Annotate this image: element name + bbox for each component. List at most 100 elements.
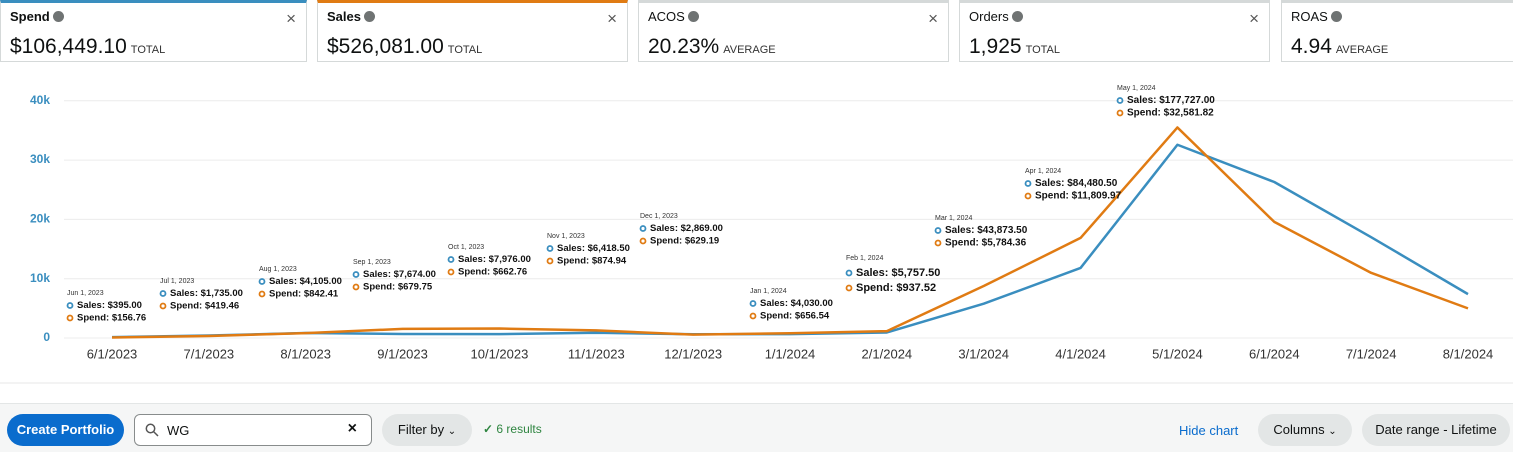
metric-name: Sales <box>327 9 361 24</box>
x-tick-label: 7/1/2024 <box>1346 346 1397 361</box>
metric-value: 20.23% <box>648 35 720 58</box>
metric-value: 1,925 <box>969 35 1022 58</box>
tooltip-value: Spend: $874.94 <box>557 256 627 267</box>
metric-card[interactable]: Orders × 1,925 TOTAL <box>959 0 1270 62</box>
x-tick-label: 2/1/2024 <box>862 346 913 361</box>
metric-name: ACOS <box>648 9 685 24</box>
tooltip-marker <box>934 239 942 247</box>
tooltip-value: Spend: $842.41 <box>269 289 339 300</box>
metric-card[interactable]: ACOS × 20.23% AVERAGE <box>638 0 949 62</box>
x-tick-label: 12/1/2023 <box>664 346 722 361</box>
tooltip-marker <box>66 314 74 322</box>
tooltip-date: Feb 1, 2024 <box>846 255 883 262</box>
results: ✓ 6 results <box>483 422 542 436</box>
y-tick-label: 30k <box>30 152 50 166</box>
tooltip-date: Oct 1, 2023 <box>448 244 484 251</box>
tooltip-date: Dec 1, 2023 <box>640 213 678 220</box>
metric-name: ROAS <box>1291 9 1328 24</box>
tooltip-value: Sales: $4,105.00 <box>269 276 342 287</box>
tooltip-marker <box>159 302 167 310</box>
close-icon[interactable]: × <box>286 9 296 28</box>
x-tick-label: 11/1/2023 <box>568 346 625 361</box>
y-tick-label: 40k <box>30 93 50 107</box>
search-icon <box>145 423 159 437</box>
metric-value: 4.94 <box>1291 35 1332 58</box>
tooltip-date: Apr 1, 2024 <box>1025 168 1061 175</box>
tooltip-value: Sales: $1,735.00 <box>170 288 243 299</box>
tooltip-marker <box>66 302 74 309</box>
tooltip-value: Spend: $11,809.97 <box>1035 191 1122 202</box>
info-icon[interactable] <box>363 11 375 22</box>
tooltip-date: Jan 1, 2024 <box>750 288 787 295</box>
x-tick-label: 8/1/2024 <box>1443 346 1494 361</box>
tooltip-value: Sales: $84,480.50 <box>1035 178 1118 189</box>
x-tick-label: 9/1/2023 <box>377 346 428 361</box>
chart: 0 10k 20k 30k 40k 6/1/2023 7/1/2023 8/1/2023 9/1… <box>0 85 1513 384</box>
x-tick-label: 3/1/2024 <box>958 346 1009 361</box>
tooltip-date: Nov 1, 2023 <box>547 233 585 240</box>
columns-label: Columns <box>1273 422 1325 437</box>
tooltip-value: Sales: $2,869.00 <box>650 223 723 234</box>
close-icon[interactable]: × <box>928 9 938 28</box>
tooltip-value: Spend: $679.75 <box>363 282 433 293</box>
clear-icon[interactable]: × <box>347 420 357 437</box>
y-tick-label: 20k <box>30 212 50 226</box>
x-tick-label: 7/1/2023 <box>184 346 235 361</box>
tooltip-marker <box>1116 97 1124 104</box>
close-icon[interactable]: × <box>607 9 617 28</box>
tooltip-value: Spend: $629.19 <box>650 236 719 247</box>
metric-card[interactable]: ROAS 4.94 AVERAGE <box>1281 0 1513 62</box>
tooltip-marker <box>447 268 455 276</box>
tooltip-marker <box>352 271 360 278</box>
tooltip-marker <box>258 278 266 285</box>
tooltip-marker <box>1116 109 1124 117</box>
tooltip-date: Sep 1, 2023 <box>353 259 391 266</box>
tooltip-value: Sales: $6,418.50 <box>557 243 630 254</box>
x-tick-label: 5/1/2024 <box>1152 346 1203 361</box>
hide-chart-link[interactable]: Hide chart <box>1179 423 1239 438</box>
toolbar: Create Portfolio WG × Filter by ⌄ ✓ 6 re… <box>0 403 1513 452</box>
tooltip-value: Spend: $937.52 <box>856 282 936 294</box>
metric-value: $106,449.10 <box>10 35 127 58</box>
tooltip-marker <box>934 227 942 234</box>
tooltip-date: May 1, 2024 <box>1117 85 1156 92</box>
info-icon[interactable] <box>1011 11 1023 22</box>
metric-unit: TOTAL <box>130 44 166 56</box>
tooltip-value: Sales: $7,674.00 <box>363 269 436 280</box>
tooltip-marker <box>352 283 360 291</box>
tooltip-marker <box>639 225 647 232</box>
y-tick-label: 10k <box>30 271 50 285</box>
info-icon[interactable] <box>1330 11 1342 22</box>
metric-unit: TOTAL <box>447 44 483 56</box>
create-button[interactable]: Create Portfolio <box>7 414 124 446</box>
tooltip-value: Sales: $4,030.00 <box>760 298 833 309</box>
info-icon[interactable] <box>687 11 699 22</box>
info-icon[interactable] <box>52 11 64 22</box>
tooltip-marker <box>546 245 554 252</box>
series-line <box>111 126 1469 339</box>
tooltip-marker <box>546 257 554 265</box>
tooltip-marker <box>845 269 853 277</box>
results-text: 6 results <box>496 422 542 436</box>
close-icon[interactable]: × <box>1249 9 1259 28</box>
x-tick-label: 4/1/2024 <box>1055 346 1106 361</box>
columns-button[interactable]: Columns ⌄ <box>1258 414 1352 446</box>
tooltip-value: Spend: $5,784.36 <box>945 238 1027 249</box>
search-box[interactable]: WG × <box>134 414 372 446</box>
tooltip-value: Sales: $7,976.00 <box>458 254 531 265</box>
metric-name: Spend <box>10 9 50 24</box>
filter-button[interactable]: Filter by ⌄ <box>382 414 472 446</box>
tooltip-value: Spend: $156.76 <box>77 313 146 324</box>
tooltip-marker <box>1024 180 1032 187</box>
metric-card[interactable]: Sales × $526,081.00 TOTAL <box>317 0 628 62</box>
x-tick-label: 6/1/2023 <box>87 346 138 361</box>
metric-unit: AVERAGE <box>1335 44 1389 56</box>
tooltip-date: Mar 1, 2024 <box>935 215 972 222</box>
tooltip-value: Sales: $177,727.00 <box>1127 95 1215 106</box>
tooltip-date: Jul 1, 2023 <box>160 278 194 285</box>
tooltip-marker <box>639 237 647 245</box>
search-text: WG <box>167 423 190 438</box>
metric-card[interactable]: Spend × $106,449.10 TOTAL <box>0 0 307 62</box>
date-range-button[interactable]: Date range - Lifetime <box>1362 414 1510 446</box>
